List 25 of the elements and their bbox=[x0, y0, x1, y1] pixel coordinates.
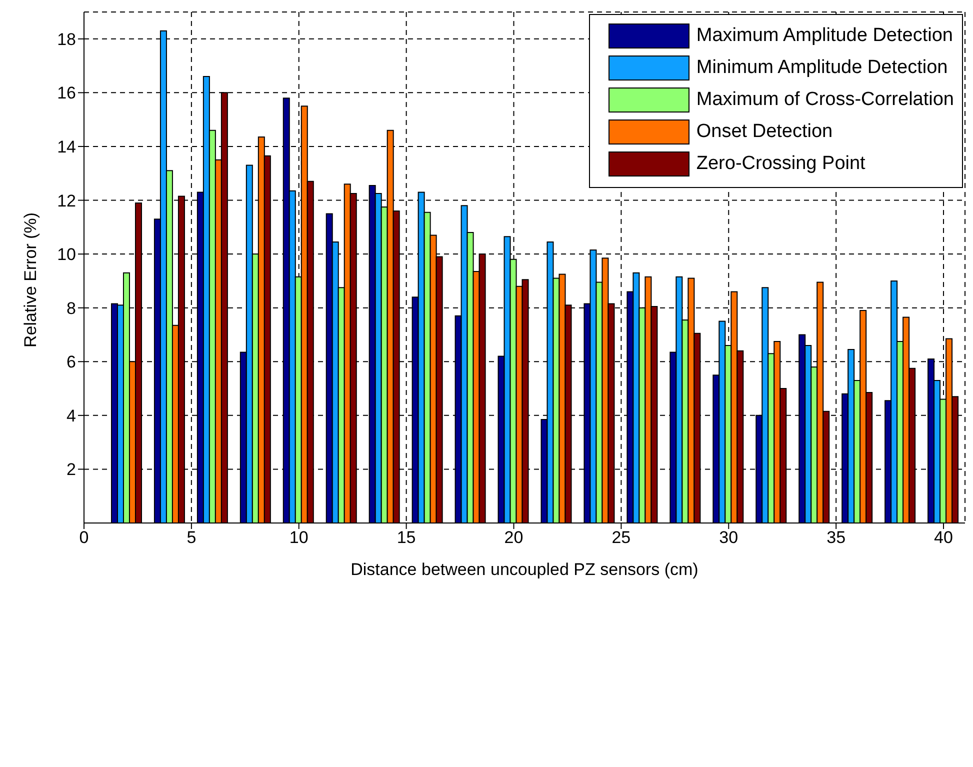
x-tick-label: 0 bbox=[79, 528, 89, 548]
legend-label: Minimum Amplitude Detection bbox=[696, 57, 948, 79]
y-tick-label: 14 bbox=[57, 138, 76, 157]
x-tick-label: 30 bbox=[719, 528, 738, 548]
x-tick-label: 25 bbox=[612, 528, 631, 548]
x-tick-label: 10 bbox=[289, 528, 308, 548]
y-tick-label: 10 bbox=[57, 245, 76, 264]
x-tick-label: 35 bbox=[826, 528, 846, 548]
legend-label: Maximum Amplitude Detection bbox=[696, 25, 953, 47]
y-tick-label: 8 bbox=[66, 298, 76, 318]
y-tick-label: 6 bbox=[66, 352, 76, 372]
x-tick-label: 40 bbox=[934, 528, 953, 548]
x-tick-label: 5 bbox=[186, 528, 196, 548]
y-tick-label: 12 bbox=[57, 191, 76, 210]
x-tick-label: 15 bbox=[396, 528, 416, 548]
y-tick-label: 2 bbox=[66, 460, 76, 480]
legend-label: Onset Detection bbox=[696, 121, 833, 143]
legend-label: Zero-Crossing Point bbox=[696, 153, 866, 175]
legend-label: Maximum of Cross-Correlation bbox=[696, 89, 954, 111]
y-tick-label: 18 bbox=[57, 30, 76, 49]
y-tick-label: 16 bbox=[57, 84, 76, 103]
x-tick-label: 20 bbox=[504, 528, 524, 548]
y-axis-title: Relative Error (%) bbox=[21, 212, 40, 348]
x-axis-title: Distance between uncoupled PZ sensors (cm) bbox=[350, 560, 698, 579]
y-tick-label: 4 bbox=[66, 406, 76, 426]
